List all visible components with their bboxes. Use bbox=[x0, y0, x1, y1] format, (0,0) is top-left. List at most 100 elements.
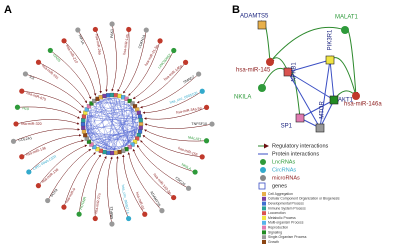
gene-box bbox=[130, 101, 135, 106]
go-swatch bbox=[262, 196, 266, 201]
go-label: Multi-organism Process bbox=[268, 221, 304, 225]
go-label: Developmental Process bbox=[268, 201, 304, 205]
gene-box bbox=[117, 93, 122, 99]
regulatory-link bbox=[107, 156, 113, 225]
node bbox=[171, 194, 177, 201]
protein-link bbox=[86, 118, 138, 131]
gene-box bbox=[132, 139, 138, 144]
regulatory-link bbox=[144, 123, 213, 129]
node-label: hsa-miR-675 bbox=[26, 91, 47, 102]
go-swatch bbox=[262, 216, 266, 220]
protein-link bbox=[99, 128, 138, 147]
node-label: MALAT1 bbox=[188, 135, 202, 141]
regulatory-link bbox=[132, 50, 174, 99]
protein-link bbox=[89, 106, 132, 138]
node-label: MTOR bbox=[320, 101, 326, 119]
regulatory-link bbox=[132, 148, 174, 198]
gene-box bbox=[124, 96, 129, 101]
node bbox=[142, 211, 148, 217]
panel-label: B bbox=[232, 4, 240, 16]
regulatory-link bbox=[142, 91, 203, 114]
node-label: hsa-miR-155 bbox=[177, 146, 198, 157]
node bbox=[209, 121, 215, 127]
node-label: NKILA bbox=[234, 95, 251, 101]
protein-link bbox=[109, 116, 138, 150]
legend-label: LncRNAs bbox=[272, 159, 295, 165]
regulatory-link bbox=[95, 29, 108, 92]
legend-box bbox=[258, 182, 266, 190]
regulatory-link bbox=[63, 40, 97, 96]
node-label: hsa-miR-145 bbox=[236, 68, 271, 74]
protein-link bbox=[93, 105, 116, 150]
node-label: SP1 bbox=[281, 124, 293, 130]
legend-label: genes bbox=[272, 183, 287, 189]
regulatory-link bbox=[17, 106, 80, 119]
protein-link bbox=[85, 99, 105, 125]
node bbox=[171, 47, 177, 54]
go-label: Immune System Process bbox=[268, 206, 306, 210]
regulatory-link bbox=[21, 134, 82, 157]
protein-link bbox=[118, 137, 135, 150]
node bbox=[341, 26, 349, 34]
gene-node bbox=[283, 67, 293, 77]
go-swatch bbox=[262, 230, 266, 235]
gene-box bbox=[81, 114, 87, 119]
gene-node bbox=[315, 123, 325, 133]
gene-box bbox=[89, 101, 94, 106]
go-swatch bbox=[262, 240, 266, 244]
protein-link bbox=[87, 115, 138, 120]
gene-box bbox=[102, 149, 107, 155]
gene-box bbox=[120, 148, 126, 153]
go-label: Reproduction bbox=[268, 225, 288, 229]
node-label: CIRC-RNA-CER bbox=[32, 154, 57, 171]
node bbox=[126, 26, 132, 33]
regulatory-link bbox=[77, 29, 102, 94]
panel-label: A bbox=[4, 4, 12, 16]
protein-link bbox=[127, 102, 138, 129]
gene-node bbox=[257, 20, 267, 30]
regulatory-link bbox=[142, 134, 203, 158]
node-label: COL2A1 bbox=[18, 136, 32, 142]
gene-box bbox=[89, 142, 94, 147]
gene-box bbox=[117, 149, 122, 155]
gene-box bbox=[86, 104, 92, 109]
protein-link bbox=[319, 99, 335, 129]
node-label: MMP13 bbox=[110, 207, 114, 219]
gene-box bbox=[137, 129, 143, 134]
regulatory-link bbox=[78, 154, 102, 215]
regulatory-link bbox=[21, 90, 82, 114]
node-label: hsa-miR-140-3p bbox=[152, 173, 172, 195]
node bbox=[196, 71, 202, 77]
node-label: hsa-miR-26a bbox=[94, 34, 102, 55]
node-label: HIF1A bbox=[78, 34, 85, 46]
node-label: hsa-miR-146a bbox=[163, 64, 183, 82]
protein-link bbox=[102, 109, 134, 149]
node bbox=[92, 215, 98, 222]
legend-label: Protein interactions bbox=[272, 151, 319, 157]
gene-box bbox=[127, 98, 132, 104]
go-label: Single-Organism Process bbox=[268, 235, 307, 239]
gene-node bbox=[325, 55, 335, 65]
regulatory-link bbox=[13, 128, 80, 142]
node-label: SMAD7 bbox=[183, 75, 196, 85]
protein-link bbox=[89, 110, 108, 150]
go-swatch bbox=[262, 235, 266, 240]
node bbox=[35, 59, 42, 65]
protein-link bbox=[86, 122, 138, 130]
protein-link bbox=[91, 128, 138, 141]
node-label: NKILA bbox=[181, 163, 193, 172]
node-label: CDC20 bbox=[174, 176, 186, 187]
regulatory-link bbox=[122, 154, 145, 215]
node-label: hsa-miR-101 bbox=[41, 64, 59, 80]
go-swatch bbox=[262, 206, 266, 211]
node-label: hsa-miR-320 bbox=[21, 122, 42, 126]
node bbox=[47, 47, 53, 54]
regulatory-link bbox=[144, 107, 207, 120]
gene-box bbox=[127, 144, 132, 150]
node-label: AKT1 bbox=[338, 98, 354, 104]
regulatory-link bbox=[63, 152, 96, 208]
gene-box bbox=[138, 121, 144, 127]
gene-box bbox=[132, 104, 138, 109]
node-label: ADAMTS5 bbox=[149, 191, 161, 208]
gene-box bbox=[130, 142, 135, 147]
